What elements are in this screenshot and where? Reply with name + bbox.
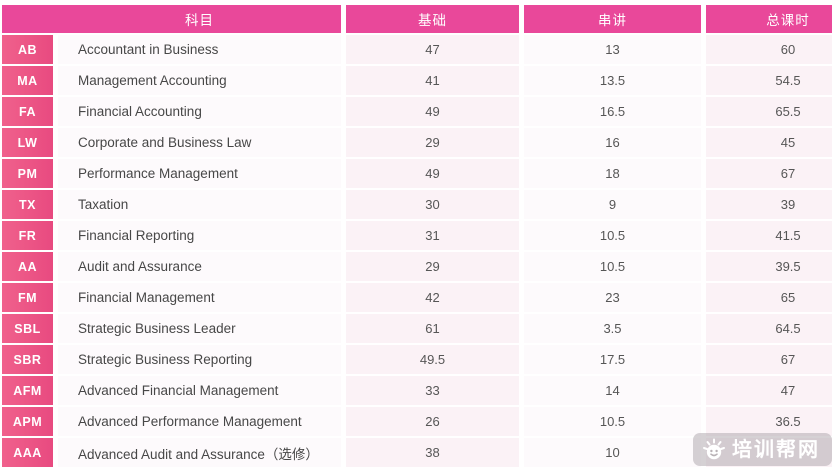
- row-review-hours: 3.5: [524, 314, 701, 343]
- row-code-badge: LW: [2, 128, 53, 157]
- row-review-hours: 13.5: [524, 66, 701, 95]
- row-review-hours: 9: [524, 190, 701, 219]
- row-subject-name: Taxation: [58, 190, 341, 219]
- row-review-hours: 10: [524, 438, 701, 467]
- row-basic-hours: 33: [346, 376, 519, 405]
- row-code-badge: PM: [2, 159, 53, 188]
- row-code-badge: AAA: [2, 438, 53, 467]
- row-code-badge: FM: [2, 283, 53, 312]
- table-row: TX Taxation 30 9 39: [2, 190, 832, 219]
- table-row: MA Management Accounting 41 13.5 54.5: [2, 66, 832, 95]
- row-subject-name: Strategic Business Leader: [58, 314, 341, 343]
- row-review-hours: 16.5: [524, 97, 701, 126]
- row-basic-hours: 38: [346, 438, 519, 467]
- row-total-hours: 36.5: [706, 407, 832, 436]
- row-subject-name: Financial Reporting: [58, 221, 341, 250]
- table-row: APM Advanced Performance Management 26 1…: [2, 407, 832, 436]
- table-row: AA Audit and Assurance 29 10.5 39.5: [2, 252, 832, 281]
- row-review-hours: 16: [524, 128, 701, 157]
- row-subject-name: Advanced Audit and Assurance（选修）: [58, 438, 341, 467]
- row-basic-hours: 61: [346, 314, 519, 343]
- row-code-badge: APM: [2, 407, 53, 436]
- row-subject-name: Advanced Performance Management: [58, 407, 341, 436]
- row-code-badge: SBR: [2, 345, 53, 374]
- row-total-hours: 67: [706, 159, 832, 188]
- row-subject-name: Performance Management: [58, 159, 341, 188]
- row-total-hours: 54.5: [706, 66, 832, 95]
- row-basic-hours: 47: [346, 35, 519, 64]
- row-basic-hours: 30: [346, 190, 519, 219]
- row-review-hours: 10.5: [524, 407, 701, 436]
- table-row: PM Performance Management 49 18 67: [2, 159, 832, 188]
- table-row: AFM Advanced Financial Management 33 14 …: [2, 376, 832, 405]
- table-row: AB Accountant in Business 47 13 60: [2, 35, 832, 64]
- row-total-hours: 65: [706, 283, 832, 312]
- row-code-badge: TX: [2, 190, 53, 219]
- row-total-hours: 45: [706, 128, 832, 157]
- row-total-hours: 39: [706, 190, 832, 219]
- row-subject-name: Strategic Business Reporting: [58, 345, 341, 374]
- row-subject-name: Audit and Assurance: [58, 252, 341, 281]
- watermark-badge: 培训帮网: [693, 433, 832, 466]
- header-basic: 基础: [346, 5, 519, 33]
- row-total-hours: 41.5: [706, 221, 832, 250]
- table-row: FR Financial Reporting 31 10.5 41.5: [2, 221, 832, 250]
- table-row: LW Corporate and Business Law 29 16 45: [2, 128, 832, 157]
- table-row: FM Financial Management 42 23 65: [2, 283, 832, 312]
- row-review-hours: 13: [524, 35, 701, 64]
- table-row: FA Financial Accounting 49 16.5 65.5: [2, 97, 832, 126]
- row-basic-hours: 31: [346, 221, 519, 250]
- row-basic-hours: 42: [346, 283, 519, 312]
- row-basic-hours: 29: [346, 128, 519, 157]
- row-subject-name: Financial Accounting: [58, 97, 341, 126]
- row-review-hours: 23: [524, 283, 701, 312]
- watermark-text: 培训帮网: [732, 438, 820, 461]
- row-code-badge: FR: [2, 221, 53, 250]
- header-review: 串讲: [524, 5, 701, 33]
- row-total-hours: 67: [706, 345, 832, 374]
- row-subject-name: Advanced Financial Management: [58, 376, 341, 405]
- row-total-hours: 47: [706, 376, 832, 405]
- row-review-hours: 10.5: [524, 221, 701, 250]
- row-subject-name: Accountant in Business: [58, 35, 341, 64]
- row-code-badge: AA: [2, 252, 53, 281]
- row-total-hours: 64.5: [706, 314, 832, 343]
- row-review-hours: 10.5: [524, 252, 701, 281]
- row-code-badge: AFM: [2, 376, 53, 405]
- row-code-badge: SBL: [2, 314, 53, 343]
- table-row: SBL Strategic Business Leader 61 3.5 64.…: [2, 314, 832, 343]
- row-subject-name: Financial Management: [58, 283, 341, 312]
- row-basic-hours: 49: [346, 159, 519, 188]
- table-header-row: 科目 基础 串讲 总课时: [2, 5, 832, 33]
- row-code-badge: FA: [2, 97, 53, 126]
- row-subject-name: Management Accounting: [58, 66, 341, 95]
- sun-face-icon: [702, 438, 726, 462]
- row-total-hours: 39.5: [706, 252, 832, 281]
- row-basic-hours: 49.5: [346, 345, 519, 374]
- table-body: AB Accountant in Business 47 13 60 MA Ma…: [2, 35, 832, 467]
- row-review-hours: 14: [524, 376, 701, 405]
- row-review-hours: 18: [524, 159, 701, 188]
- row-review-hours: 17.5: [524, 345, 701, 374]
- header-subject: 科目: [2, 5, 341, 33]
- row-basic-hours: 41: [346, 66, 519, 95]
- table-row: AAA Advanced Audit and Assurance（选修） 38 …: [2, 438, 832, 467]
- table-row: SBR Strategic Business Reporting 49.5 17…: [2, 345, 832, 374]
- row-code-badge: MA: [2, 66, 53, 95]
- row-basic-hours: 29: [346, 252, 519, 281]
- row-total-hours: 65.5: [706, 97, 832, 126]
- row-basic-hours: 26: [346, 407, 519, 436]
- row-basic-hours: 49: [346, 97, 519, 126]
- row-total-hours: 60: [706, 35, 832, 64]
- row-code-badge: AB: [2, 35, 53, 64]
- row-subject-name: Corporate and Business Law: [58, 128, 341, 157]
- header-total: 总课时: [706, 5, 832, 33]
